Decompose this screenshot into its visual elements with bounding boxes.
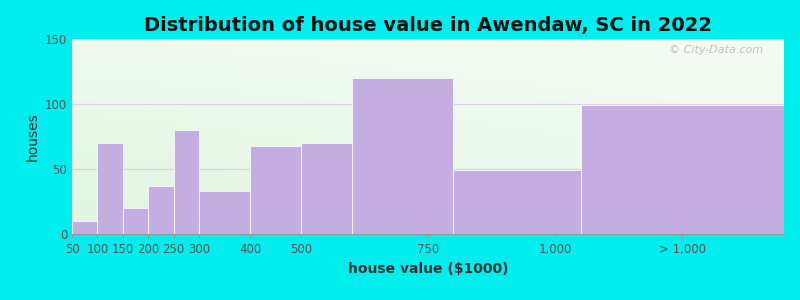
Y-axis label: houses: houses [26,112,39,161]
Title: Distribution of house value in Awendaw, SC in 2022: Distribution of house value in Awendaw, … [144,16,712,35]
Bar [123,208,148,234]
Bar [72,221,98,234]
Text: © City-Data.com: © City-Data.com [669,45,762,55]
X-axis label: house value ($1000): house value ($1000) [348,262,508,276]
Bar [148,186,174,234]
Bar [174,130,199,234]
Bar [199,191,250,234]
Bar [250,146,301,234]
Bar [352,78,454,234]
Bar [454,170,581,234]
Bar [581,105,784,234]
Bar [301,143,352,234]
Bar [98,143,123,234]
